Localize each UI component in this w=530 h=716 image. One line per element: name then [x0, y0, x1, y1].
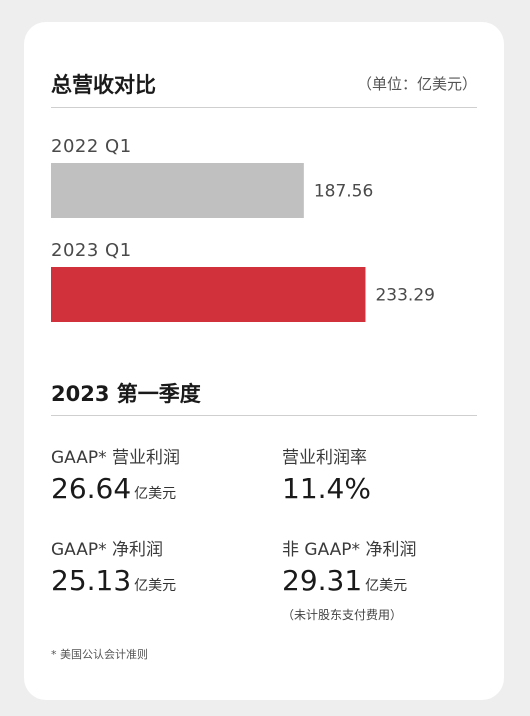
section-title: 2023 第一季度	[51, 382, 201, 406]
metric-label-non-gaap-net-income: 非 GAAP* 净利润	[282, 540, 417, 560]
category-label-2023: 2023 Q1	[51, 240, 132, 261]
metric-value-operating-income: 26.64 亿美元	[51, 472, 177, 505]
value-label-2023-q1: 233.29	[375, 286, 434, 306]
metric-label-net-income: GAAP* 净利润	[51, 540, 164, 560]
metric-note: （未计股东支付费用）	[282, 608, 403, 622]
divider	[51, 415, 477, 416]
metric-label-operating-margin: 营业利润率	[282, 448, 367, 468]
metric-value-non-gaap-net-income: 29.31 亿美元	[282, 564, 408, 597]
bar-chart: 187.56 233.29	[51, 163, 435, 322]
category-label-2022: 2022 Q1	[51, 136, 132, 157]
bar-2022-q1	[51, 163, 304, 218]
metric-value-operating-margin: 11.4%	[282, 472, 371, 505]
revenue-card: 总营收对比 （单位：亿美元） 2022 Q1 2023 Q1 187.56 23…	[24, 22, 504, 700]
unit-note: （单位：亿美元）	[356, 75, 477, 93]
footnote: * 美国公认会计准则	[51, 648, 148, 661]
metric-label-operating-income: GAAP* 营业利润	[51, 448, 181, 468]
bar-2023-q1	[51, 267, 366, 322]
value-label-2022-q1: 187.56	[314, 182, 373, 202]
divider	[51, 107, 477, 108]
chart-title: 总营收对比	[51, 73, 156, 97]
metric-value-net-income: 25.13 亿美元	[51, 564, 177, 597]
